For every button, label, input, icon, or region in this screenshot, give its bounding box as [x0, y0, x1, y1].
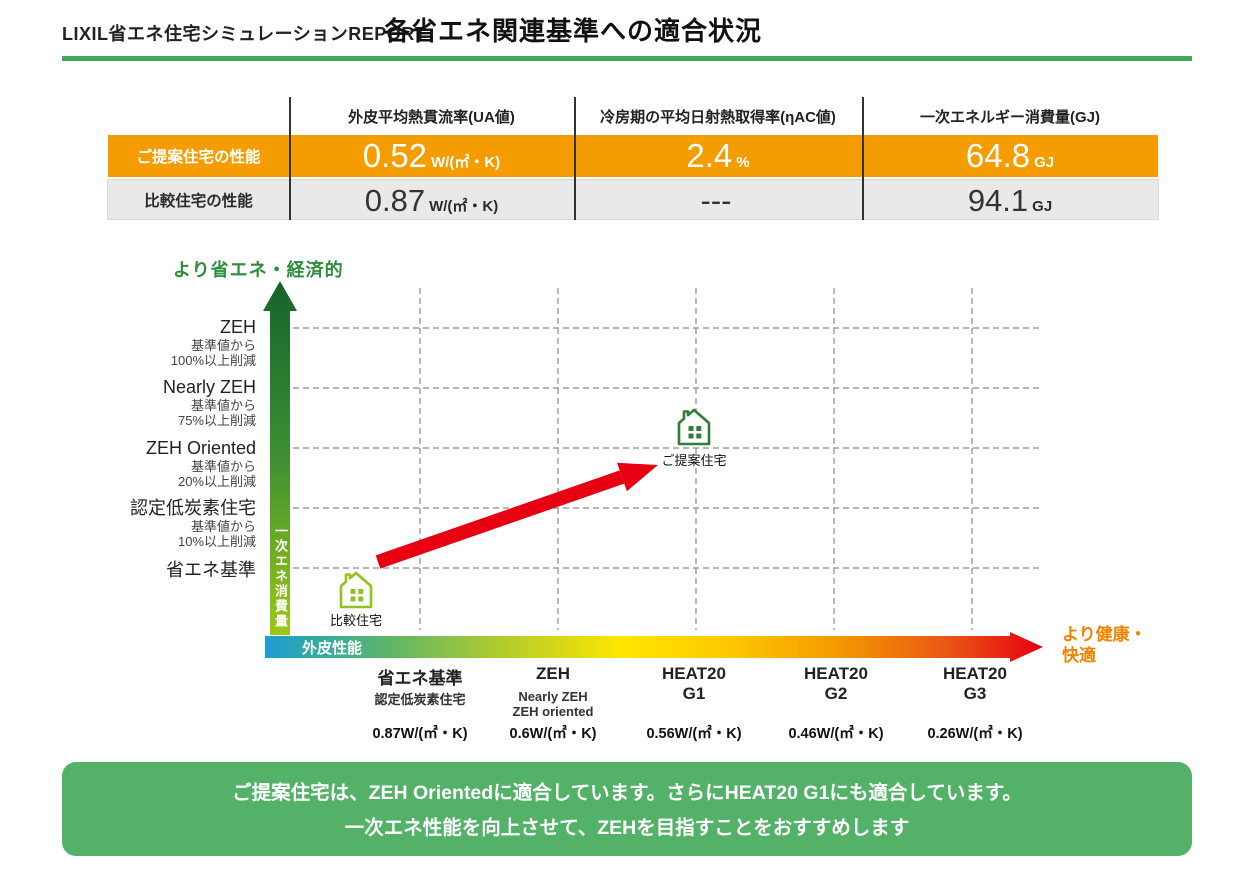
x-axis-direction-label: より健康・ 快適 [1062, 625, 1147, 665]
y-axis-arrow [263, 281, 297, 635]
summary-line-2: 一次エネ性能を向上させて、ZEHを目指すことをおすすめします [344, 817, 910, 839]
header-primary-energy: 一次エネルギー消費量(GJ) [919, 108, 1100, 126]
eta-value-cell: --- [700, 183, 732, 218]
performance-table: 外皮平均熱貫流率(UA値) 冷房期の平均日射熱取得率(ηAC値) 一次エネルギー… [107, 97, 1159, 220]
proposal-house-icon [677, 408, 711, 446]
y-axis-label: 一次エネ消費量 [273, 524, 288, 629]
x-axis-label: 外皮性能 [302, 640, 363, 657]
y-axis-direction-label: より省エネ・経済的 [173, 260, 344, 280]
table-column-divider [574, 97, 576, 220]
performance-gradient-bar [265, 632, 1043, 662]
table-row-comparison: 比較住宅の性能 0.87 W/(㎡・K) --- 94.1 GJ [107, 179, 1159, 220]
table-column-divider [289, 97, 291, 220]
page-title: 各省エネ関連基準への適合状況 [384, 16, 763, 46]
x-category-heat20-g2: HEAT20 G2 0.46W/(㎡・K) [788, 664, 884, 742]
header-eta-ac: 冷房期の平均日射熱取得率(ηAC値) [600, 108, 836, 126]
x-category-heat20-g3: HEAT20 G3 0.26W/(㎡・K) [927, 664, 1023, 742]
energy-value-cell: 94.1 GJ [967, 183, 1053, 218]
header-empty-cell [108, 97, 289, 135]
table-column-divider [862, 97, 864, 220]
lixil-logo: LIXIL省エネ住宅シミュレーションREPORT [62, 24, 427, 44]
ua-value-cell: 0.87 W/(㎡・K) [364, 183, 499, 218]
summary-line-1: ご提案住宅は、ZEH Orientedに適合しています。さらにHEAT20 G1… [232, 782, 1022, 804]
x-category-zeh: ZEH Nearly ZEH ZEH oriented 0.6W/(㎡・K) [509, 664, 597, 742]
chart-grid [293, 288, 1040, 630]
level-label-zeh: ZEH 基準値から 100%以上削減 [170, 317, 256, 368]
table-header-row: 外皮平均熱貫流率(UA値) 冷房期の平均日射熱取得率(ηAC値) 一次エネルギー… [108, 97, 1158, 135]
eta-value-cell: 2.4 % [686, 137, 750, 174]
table-row-proposed: ご提案住宅の性能 0.52 W/(㎡・K) 2.4 % 64.8 GJ [108, 135, 1158, 177]
energy-value-cell: 64.8 GJ [965, 137, 1055, 174]
comparison-house-label: 比較住宅 [329, 613, 382, 628]
x-category-energy-standard: 省エネ基準 認定低炭素住宅 0.87W/(㎡・K) [372, 669, 468, 742]
summary-banner: ご提案住宅は、ZEH Orientedに適合しています。さらにHEAT20 G1… [62, 762, 1192, 856]
x-category-heat20-g1: HEAT20 G1 0.56W/(㎡・K) [646, 664, 742, 742]
level-label-energy-standard: 省エネ基準 [166, 560, 256, 580]
level-label-low-carbon: 認定低炭素住宅 基準値から 10%以上削減 [130, 498, 256, 549]
row-label: ご提案住宅の性能 [136, 149, 261, 166]
header-ua: 外皮平均熱貫流率(UA値) [348, 108, 515, 126]
title-underline [62, 56, 1192, 61]
row-label: 比較住宅の性能 [144, 192, 253, 210]
improvement-arrow [375, 462, 658, 569]
proposal-house-label: ご提案住宅 [661, 453, 727, 468]
level-label-nearly-zeh: Nearly ZEH 基準値から 75%以上削減 [162, 377, 256, 428]
comparison-house-icon [339, 571, 373, 609]
level-label-zeh-oriented: ZEH Oriented 基準値から 20%以上削減 [145, 438, 256, 489]
ua-value-cell: 0.52 W/(㎡・K) [362, 137, 501, 174]
